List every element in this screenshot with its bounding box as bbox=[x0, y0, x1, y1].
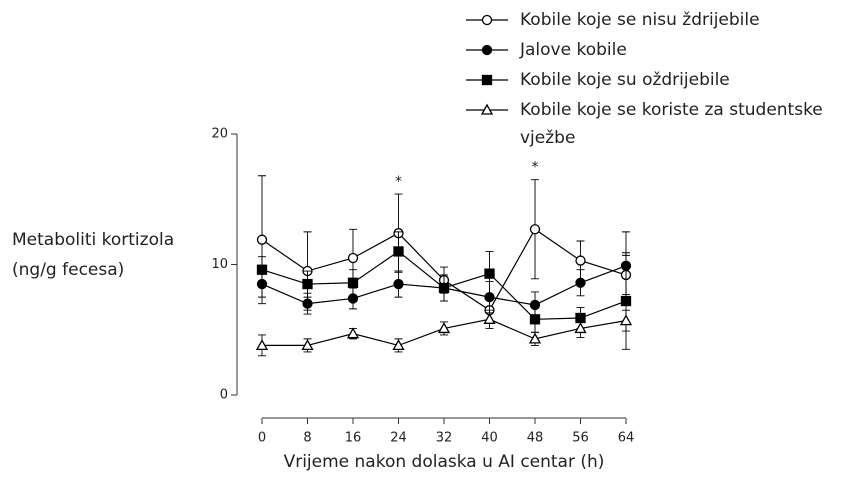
marker bbox=[393, 278, 404, 290]
legend-symbol bbox=[466, 74, 508, 86]
legend-item: Kobile koje se koriste za studentske vje… bbox=[462, 96, 852, 152]
marker bbox=[481, 44, 493, 56]
marker bbox=[484, 268, 495, 279]
marker bbox=[256, 234, 268, 245]
x-tick-label: 0 bbox=[258, 431, 266, 446]
marker bbox=[619, 314, 633, 326]
legend-label: Kobile koje se nisu ždrijebile bbox=[520, 10, 760, 30]
x-tick-label: 56 bbox=[572, 431, 589, 446]
legend-label: Kobile koje se koriste za studentske vje… bbox=[520, 100, 823, 148]
marker bbox=[481, 14, 493, 26]
legend: Kobile koje se nisu ždrijebile Jalove kob… bbox=[462, 6, 852, 154]
marker bbox=[528, 332, 542, 344]
marker bbox=[302, 278, 313, 290]
marker bbox=[574, 322, 587, 334]
legend-item: Jalove kobile bbox=[462, 36, 852, 64]
x-tick-label: 32 bbox=[436, 431, 453, 446]
legend-item: Kobile koje su oždrijebile bbox=[462, 66, 852, 94]
marker bbox=[575, 277, 586, 288]
marker bbox=[347, 252, 359, 264]
marker bbox=[347, 277, 359, 288]
marker bbox=[255, 339, 269, 351]
marker bbox=[575, 255, 586, 266]
x-tick-label: 8 bbox=[303, 431, 311, 446]
y-axis-label: Metaboliti kortizola (ng/g fecesa) bbox=[12, 230, 175, 280]
marker bbox=[346, 327, 360, 339]
marker bbox=[620, 295, 632, 307]
marker bbox=[256, 264, 268, 275]
marker bbox=[392, 339, 405, 351]
x-axis-label: Vrijeme nakon dolaska u AI centar (h) bbox=[283, 452, 605, 472]
marker bbox=[480, 103, 494, 115]
annotation: * bbox=[395, 174, 402, 190]
series bbox=[256, 231, 632, 350]
y-tick-label: 0 bbox=[220, 388, 228, 403]
legend-label: Kobile koje su oždrijebile bbox=[520, 70, 730, 90]
series bbox=[255, 309, 633, 357]
legend-label: Jalove kobile bbox=[520, 40, 627, 60]
marker bbox=[529, 314, 541, 325]
x-tick-label: 16 bbox=[345, 431, 362, 446]
x-tick-label: 40 bbox=[481, 431, 498, 446]
legend-symbol bbox=[466, 44, 508, 56]
marker bbox=[301, 339, 314, 351]
legend-item: Kobile koje se nisu ždrijebile bbox=[462, 6, 852, 34]
marker bbox=[438, 282, 450, 294]
x-tick-label: 24 bbox=[390, 431, 407, 446]
marker bbox=[529, 224, 541, 235]
marker bbox=[481, 74, 493, 86]
marker bbox=[437, 322, 451, 334]
y-tick-label: 20 bbox=[211, 127, 228, 142]
annotation: * bbox=[532, 160, 539, 176]
marker bbox=[483, 312, 496, 324]
legend-symbol bbox=[466, 103, 508, 115]
x-tick-label: 64 bbox=[618, 431, 635, 446]
marker bbox=[393, 246, 404, 257]
y-tick-label: 10 bbox=[211, 257, 228, 272]
marker bbox=[302, 298, 313, 309]
legend-symbol bbox=[466, 14, 508, 26]
x-tick-label: 48 bbox=[527, 431, 544, 446]
